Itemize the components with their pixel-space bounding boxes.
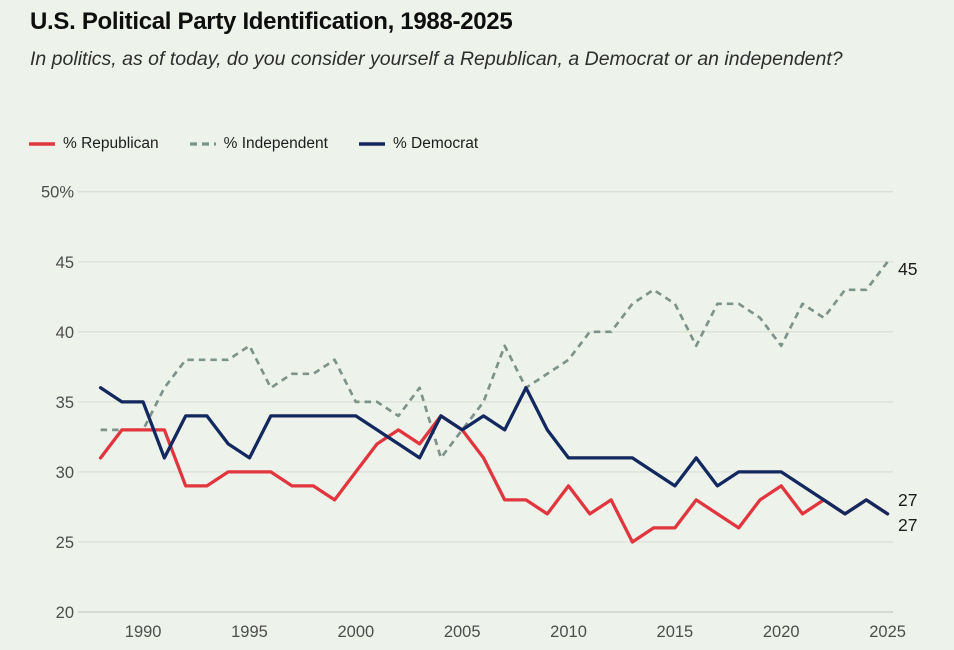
legend-label-republican: % Republican	[63, 135, 159, 152]
independent-line	[100, 260, 889, 460]
end-label-0-45: 45	[898, 259, 917, 279]
y-tick-label-50: 50%	[41, 184, 74, 202]
republican-line	[98, 414, 890, 544]
x-tick-label-2010: 2010	[550, 623, 587, 641]
y-tick-label-30: 30	[56, 464, 74, 482]
legend-label-democrat: % Democrat	[392, 135, 479, 152]
chart-subtitle: In politics, as of today, do you conside…	[30, 48, 843, 70]
legend-item-independent: % Independent	[189, 135, 328, 153]
independent-line-swatch	[189, 142, 216, 146]
end-label-1-27: 27	[898, 490, 917, 510]
legend-item-democrat: % Democrat	[358, 135, 478, 153]
x-tick-label-1990: 1990	[125, 623, 162, 641]
x-tick-label-2000: 2000	[337, 623, 374, 641]
democrat-line	[98, 386, 890, 516]
legend-label-independent: % Independent	[223, 135, 328, 152]
y-tick-label-20: 20	[56, 604, 74, 622]
y-tick-label-35: 35	[56, 394, 74, 412]
x-tick-label-2025: 2025	[869, 623, 906, 641]
x-tick-label-2005: 2005	[444, 623, 481, 641]
x-tick-label-2020: 2020	[763, 623, 800, 641]
legend: % Republican % Independent % Democrat	[28, 135, 478, 153]
y-tick-label-40: 40	[56, 324, 74, 342]
x-tick-label-1995: 1995	[231, 623, 268, 641]
y-tick-label-25: 25	[56, 534, 74, 552]
democrat-line-swatch	[358, 142, 385, 146]
republican-line-swatch	[29, 142, 55, 146]
page-title: U.S. Political Party Identification, 198…	[30, 8, 513, 35]
y-tick-label-45: 45	[56, 254, 74, 272]
end-label-2-27: 27	[898, 515, 917, 535]
x-tick-label-2015: 2015	[657, 623, 694, 641]
legend-item-republican: % Republican	[28, 135, 159, 153]
